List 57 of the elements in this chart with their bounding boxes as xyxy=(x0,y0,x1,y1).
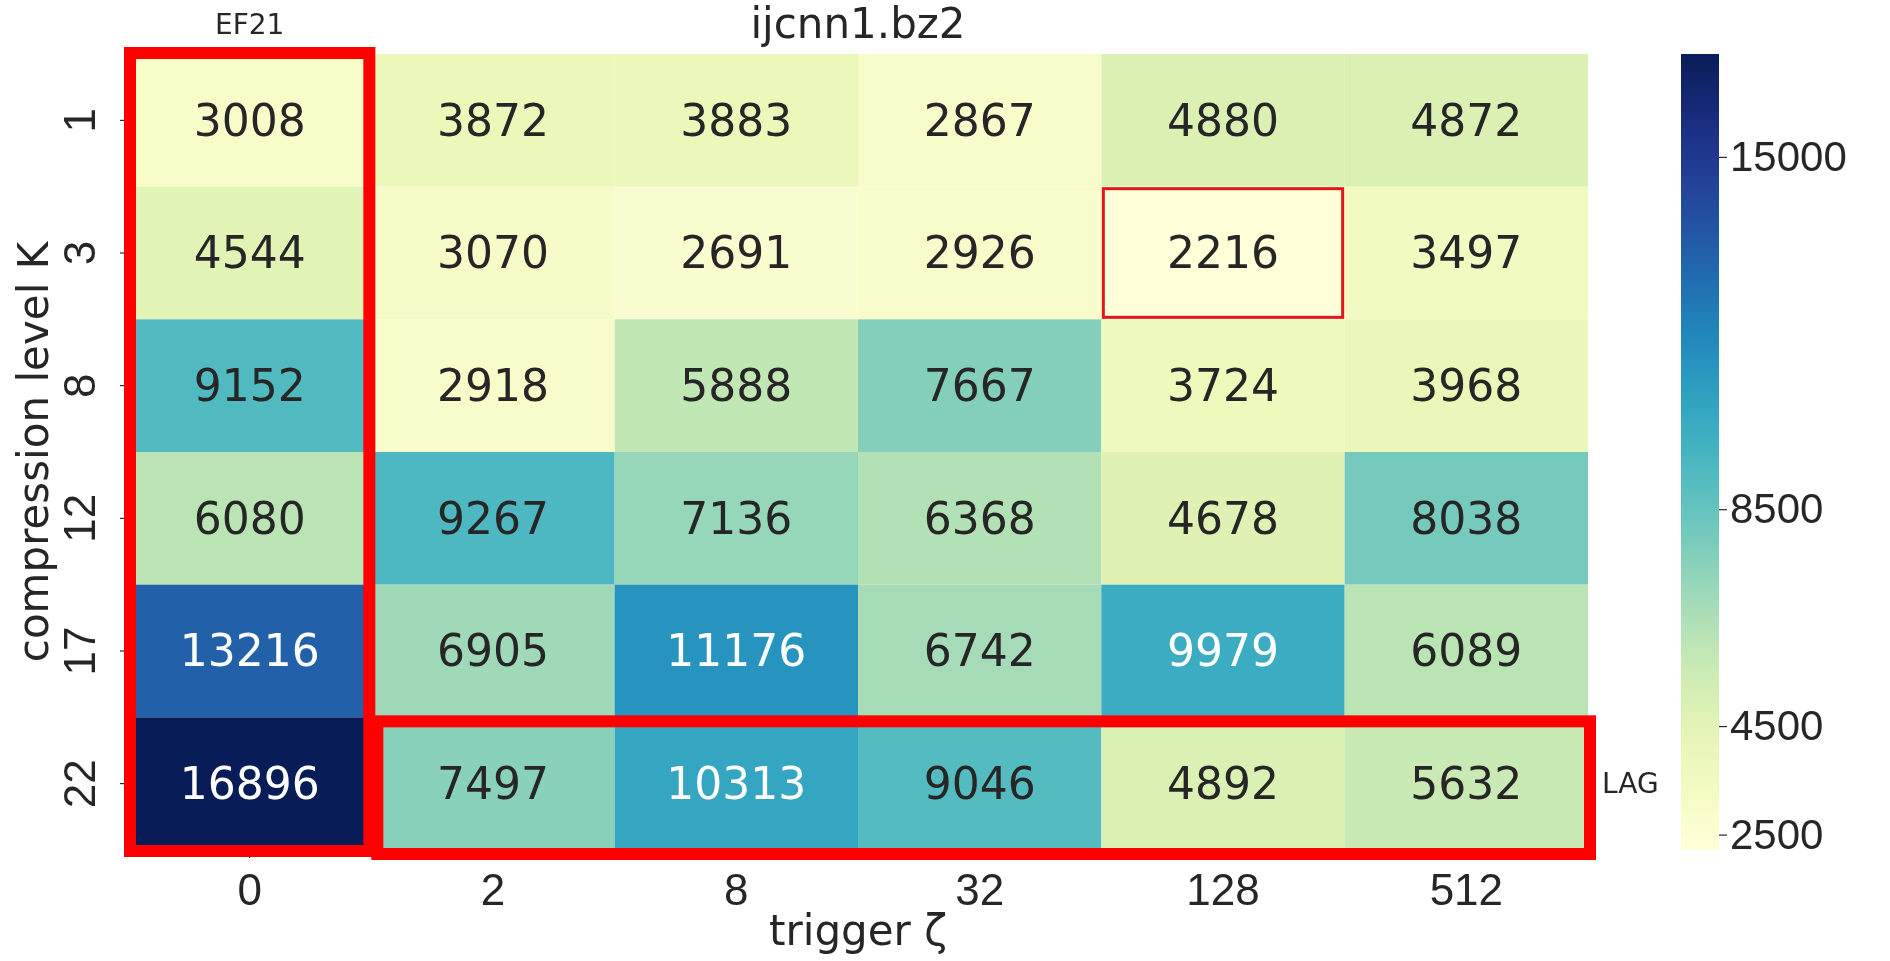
data-label: 3968 xyxy=(1410,360,1523,412)
data-label: 5632 xyxy=(1410,758,1523,810)
data-label: 9046 xyxy=(923,758,1036,810)
x-tick-label: 32 xyxy=(955,865,1005,914)
data-label: 3883 xyxy=(680,94,793,146)
y-tick-label: 1 xyxy=(55,108,105,133)
color-bar-label: 8500 xyxy=(1730,485,1824,533)
data-label: 4892 xyxy=(1167,758,1279,810)
x-tick-label: 0 xyxy=(237,865,262,914)
y-tick-label: 3 xyxy=(55,240,105,266)
y-tick-label: 8 xyxy=(55,373,105,398)
data-label: 13216 xyxy=(179,625,320,677)
data-label: 6368 xyxy=(923,492,1036,544)
x-tick-label: 512 xyxy=(1429,865,1504,914)
color-bar-label: 15000 xyxy=(1730,132,1847,180)
data-label: 9267 xyxy=(437,492,549,544)
color-bar-label: 4500 xyxy=(1730,702,1824,750)
data-label: 6080 xyxy=(193,492,306,544)
data-label: 9152 xyxy=(193,360,306,412)
data-label: 2216 xyxy=(1167,227,1279,279)
data-label: 7497 xyxy=(437,758,549,810)
x-axis-title: trigger ζ xyxy=(768,906,948,955)
data-label: 3008 xyxy=(193,94,306,146)
data-label: 6089 xyxy=(1410,625,1523,677)
data-label: 7136 xyxy=(680,492,793,544)
data-label: 2918 xyxy=(437,360,549,412)
data-label: 4872 xyxy=(1410,94,1523,146)
data-label: 3497 xyxy=(1410,227,1523,279)
text: LAG xyxy=(1602,767,1659,801)
y-axis-title: compression level K xyxy=(9,240,58,663)
chart-title: ijcnn1.bz2 xyxy=(750,0,966,48)
data-label: 7667 xyxy=(923,360,1036,412)
y-tick-label: 22 xyxy=(55,759,105,809)
data-label: 11176 xyxy=(666,625,807,677)
y-tick-label: 17 xyxy=(55,626,105,676)
text: EF21 xyxy=(214,8,285,41)
data-label: 9979 xyxy=(1167,625,1279,677)
x-tick-label: 8 xyxy=(724,865,749,914)
data-label: 2926 xyxy=(923,227,1036,279)
data-label: 16896 xyxy=(179,758,320,810)
x-tick-label: 128 xyxy=(1186,865,1260,914)
data-label: 4880 xyxy=(1167,94,1279,146)
data-label: 6742 xyxy=(923,625,1036,677)
data-label: 3724 xyxy=(1167,360,1279,412)
data-label: 10313 xyxy=(666,758,807,810)
data-label: 4544 xyxy=(193,227,306,279)
data-label: 4678 xyxy=(1167,492,1279,544)
x-tick-label: 2 xyxy=(480,865,506,914)
data-label: 8038 xyxy=(1410,492,1523,544)
data-label: 3872 xyxy=(437,94,549,146)
color-bar-label: 2500 xyxy=(1730,810,1824,858)
y-tick-label: 12 xyxy=(55,493,105,543)
data-label: 6905 xyxy=(437,625,549,677)
data-label: 3070 xyxy=(437,227,549,279)
data-label: 2867 xyxy=(923,94,1036,146)
data-label: 5888 xyxy=(680,360,793,412)
data-label: 2691 xyxy=(680,227,793,279)
